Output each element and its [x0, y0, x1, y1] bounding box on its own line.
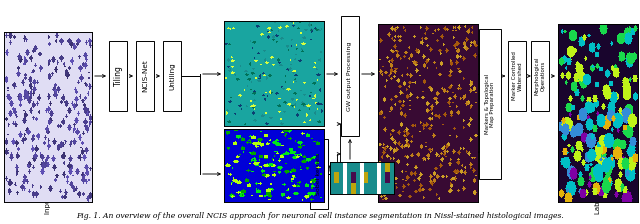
Bar: [136, 41, 154, 111]
Text: Input Image: Input Image: [45, 172, 51, 214]
Text: Markers & Topological
Map Preparation: Markers & Topological Map Preparation: [484, 74, 495, 134]
Text: Untiling: Untiling: [169, 62, 175, 90]
Text: Marker Controlled
Watershed: Marker Controlled Watershed: [511, 52, 522, 100]
Bar: [479, 29, 501, 179]
Text: GW output Processing: GW output Processing: [348, 41, 353, 111]
Bar: [310, 139, 328, 209]
Text: Sobel kernels: Sobel kernels: [317, 153, 321, 195]
Text: Morphological
Operations: Morphological Operations: [534, 57, 545, 95]
Bar: [341, 16, 359, 136]
Bar: [508, 41, 526, 111]
Text: Tiling: Tiling: [113, 66, 122, 86]
Bar: [531, 41, 549, 111]
Bar: [163, 41, 181, 111]
Text: Fig. 1. An overview of the overall NCIS approach for neuronal cell instance segm: Fig. 1. An overview of the overall NCIS …: [76, 212, 564, 220]
Bar: [109, 41, 127, 111]
Text: Label Image: Label Image: [595, 171, 601, 214]
Text: NCIS-Net: NCIS-Net: [142, 60, 148, 92]
